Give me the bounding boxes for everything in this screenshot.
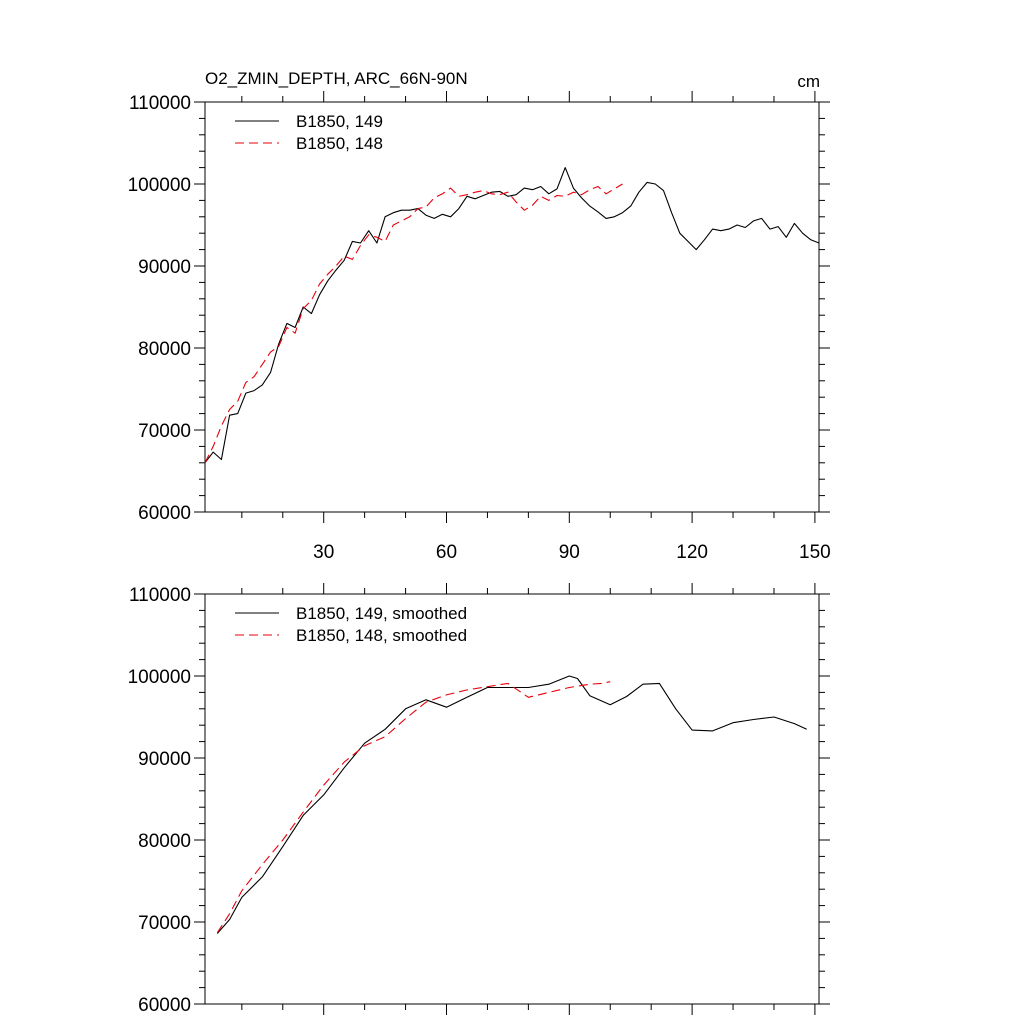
x-tick-label: 90	[559, 542, 580, 563]
x-tick-label: 60	[436, 542, 457, 563]
bottom-series-lines	[216, 675, 807, 934]
y-tick-label: 100000	[128, 667, 191, 688]
series-line-1	[204, 183, 623, 464]
series-line-0	[204, 167, 820, 464]
chart-title: O2_ZMIN_DEPTH, ARC_66N-90N	[205, 69, 468, 88]
x-tick-label: 120	[676, 542, 708, 563]
top-legend: B1850, 149 B1850, 148	[235, 112, 383, 153]
y-tick-label: 90000	[138, 749, 191, 770]
x-tick-label: 150	[799, 542, 831, 563]
y-tick-label: 80000	[138, 831, 191, 852]
top-x-tick-labels: 30 60 90 120 150	[313, 542, 831, 563]
legend-label-149: B1850, 149	[296, 112, 383, 131]
top-tick-marks	[194, 91, 830, 523]
bottom-legend: B1850, 149, smoothed B1850, 148, smoothe…	[235, 604, 467, 645]
series-line-0	[216, 675, 807, 934]
legend-label-149-smoothed: B1850, 149, smoothed	[296, 604, 467, 623]
y-tick-label: 60000	[138, 503, 191, 524]
units-label: cm	[797, 72, 820, 91]
y-tick-label: 70000	[138, 913, 191, 934]
top-y-tick-labels: 60000 70000 80000 90000 100000 110000	[128, 93, 191, 524]
y-tick-label: 100000	[128, 175, 191, 196]
series-line-1	[216, 681, 611, 934]
y-tick-label: 110000	[129, 585, 191, 606]
x-tick-label: 30	[313, 542, 334, 563]
bottom-plot-frame	[204, 593, 820, 1005]
y-tick-label: 80000	[138, 339, 191, 360]
top-panel: O2_ZMIN_DEPTH, ARC_66N-90N cm 60000 70000…	[128, 69, 831, 563]
y-tick-label: 110000	[129, 93, 191, 114]
top-plot-frame	[204, 101, 820, 513]
legend-label-148-smoothed: B1850, 148, smoothed	[296, 626, 467, 645]
y-tick-label: 70000	[138, 421, 191, 442]
legend-label-148: B1850, 148	[296, 134, 383, 153]
bottom-panel: 60000 70000 80000 90000 100000 110000 B1850, …	[128, 583, 830, 1016]
y-tick-label: 90000	[138, 257, 191, 278]
bottom-tick-marks	[194, 583, 830, 1015]
top-series-lines	[204, 167, 820, 464]
bottom-y-tick-labels: 60000 70000 80000 90000 100000 110000	[128, 585, 191, 1016]
y-tick-label: 60000	[138, 995, 191, 1016]
